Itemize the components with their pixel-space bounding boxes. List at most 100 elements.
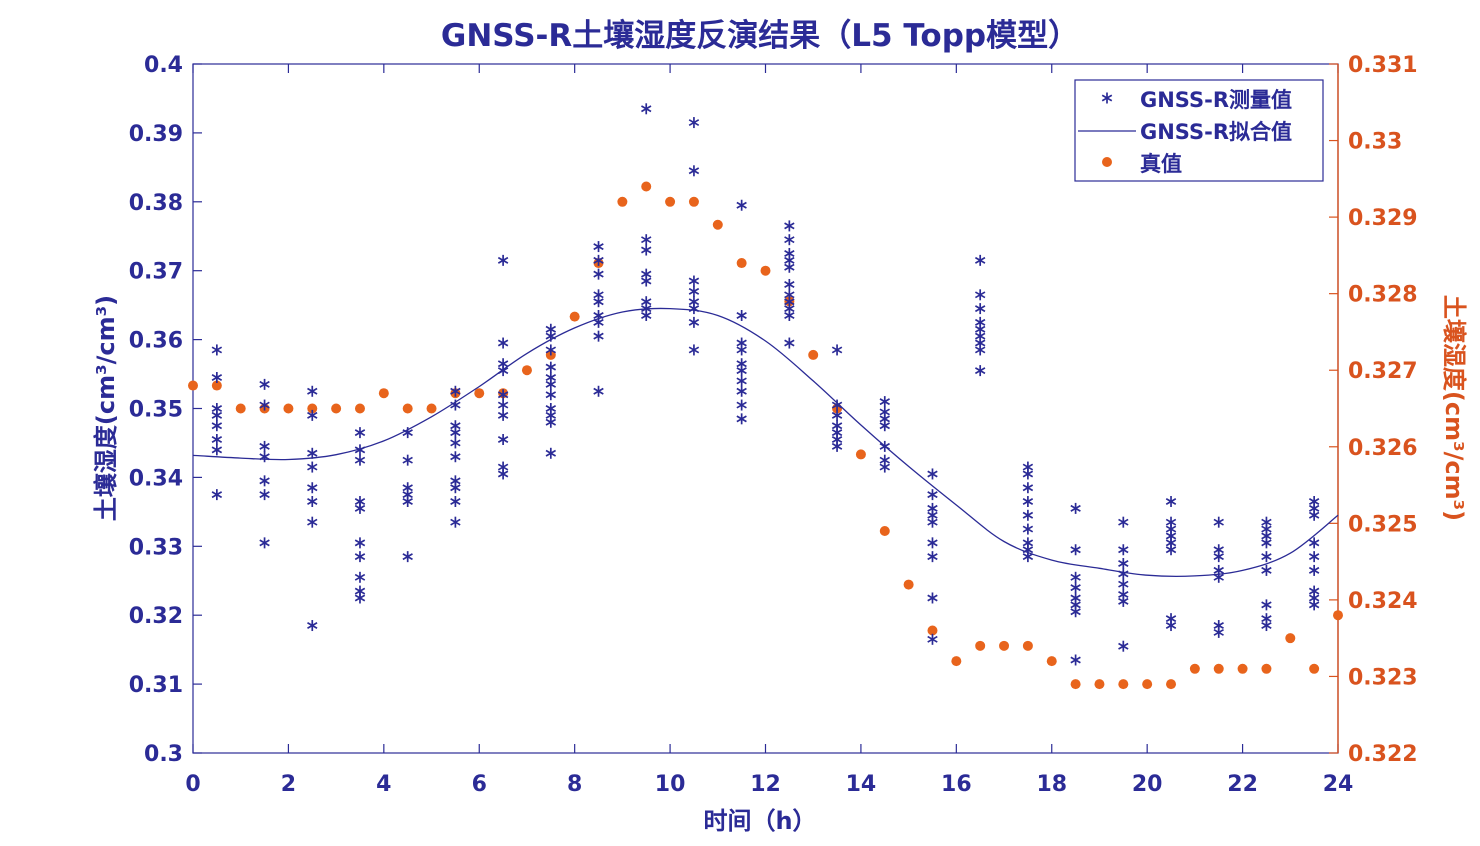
x-tick-label: 24 bbox=[1323, 772, 1354, 797]
measured-point bbox=[737, 310, 747, 321]
measured-point bbox=[594, 241, 604, 252]
measured-point bbox=[403, 551, 413, 562]
measured-point bbox=[1119, 596, 1129, 607]
measured-point bbox=[1119, 641, 1129, 652]
measured-point bbox=[975, 365, 985, 376]
right-y-tick-label: 0.329 bbox=[1348, 206, 1418, 231]
measured-point bbox=[594, 269, 604, 280]
measured-point bbox=[594, 331, 604, 342]
truth-point bbox=[856, 449, 866, 459]
left-y-axis: 0.3 0.31 0.32 0.33 0.34 0.35 0.36 0.37 0.38 0.39 0… bbox=[129, 53, 202, 767]
measured-point bbox=[1262, 565, 1272, 576]
measured-point bbox=[498, 338, 508, 349]
measured-point bbox=[1119, 558, 1129, 569]
measured-point bbox=[403, 427, 413, 438]
measured-point bbox=[1023, 482, 1033, 493]
measured-point bbox=[1023, 468, 1033, 479]
truth-point bbox=[713, 220, 723, 230]
left-y-tick-label: 0.38 bbox=[129, 191, 183, 216]
truth-point bbox=[1071, 679, 1081, 689]
truth-point bbox=[665, 197, 675, 207]
left-y-tick-label: 0.4 bbox=[144, 53, 183, 78]
x-axis-label: 时间（h） bbox=[703, 807, 816, 835]
measured-point bbox=[928, 634, 938, 645]
measured-point bbox=[403, 455, 413, 466]
truth-point bbox=[236, 404, 246, 414]
measured-point bbox=[1023, 510, 1033, 521]
measured-point bbox=[928, 468, 938, 479]
truth-point bbox=[379, 388, 389, 398]
right-y-tick-label: 0.327 bbox=[1348, 359, 1418, 384]
measured-point bbox=[355, 503, 365, 514]
measured-point bbox=[975, 344, 985, 355]
measured-point bbox=[737, 365, 747, 376]
measured-point bbox=[928, 489, 938, 500]
measured-point bbox=[689, 117, 699, 128]
x-tick-label: 22 bbox=[1227, 772, 1258, 797]
measured-point bbox=[928, 537, 938, 548]
measured-point bbox=[451, 427, 461, 438]
right-y-tick-label: 0.322 bbox=[1348, 742, 1418, 767]
measured-point bbox=[260, 379, 270, 390]
legend: GNSS-R测量值 GNSS-R拟合值 真值 bbox=[1075, 80, 1323, 181]
measured-point bbox=[928, 592, 938, 603]
legend-truth-label: 真值 bbox=[1140, 152, 1182, 176]
x-tick-label: 6 bbox=[472, 772, 487, 797]
measured-point bbox=[260, 537, 270, 548]
truth-point bbox=[1047, 656, 1057, 666]
measured-point bbox=[1023, 524, 1033, 535]
left-y-tick-label: 0.37 bbox=[129, 260, 183, 285]
measured-point bbox=[785, 220, 795, 231]
truth-point bbox=[999, 641, 1009, 651]
left-y-tick-label: 0.32 bbox=[129, 604, 183, 629]
measured-point bbox=[737, 200, 747, 211]
truth-point bbox=[1166, 679, 1176, 689]
measured-point bbox=[1309, 599, 1319, 610]
truth-point bbox=[403, 404, 413, 414]
measured-point bbox=[1262, 537, 1272, 548]
measured-point bbox=[1071, 582, 1081, 593]
measured-point bbox=[212, 489, 222, 500]
measured-point bbox=[737, 413, 747, 424]
right-y-axis: 0.322 0.323 0.324 0.325 0.326 0.327 0.328 0.329… bbox=[1329, 53, 1418, 767]
truth-point bbox=[689, 197, 699, 207]
measured-point bbox=[785, 234, 795, 245]
truth-point bbox=[761, 266, 771, 276]
measured-point bbox=[451, 400, 461, 411]
measured-point bbox=[1262, 599, 1272, 610]
x-tick-label: 8 bbox=[567, 772, 582, 797]
left-y-tick-label: 0.3 bbox=[144, 742, 183, 767]
measured-point bbox=[1119, 517, 1129, 528]
measured-point bbox=[451, 437, 461, 448]
truth-point bbox=[1094, 679, 1104, 689]
measured-point bbox=[307, 620, 317, 631]
measured-point bbox=[641, 234, 651, 245]
left-y-axis-label: 土壤湿度(cm³/cm³) bbox=[92, 295, 120, 521]
measured-point bbox=[785, 279, 795, 290]
measured-point bbox=[498, 410, 508, 421]
measured-point bbox=[689, 303, 699, 314]
measured-point bbox=[1214, 517, 1224, 528]
measured-point bbox=[1214, 551, 1224, 562]
measured-point bbox=[260, 451, 270, 462]
measured-point bbox=[403, 496, 413, 507]
left-y-tick-label: 0.35 bbox=[129, 398, 183, 423]
measured-point bbox=[307, 462, 317, 473]
legend-measured-label: GNSS-R测量值 bbox=[1140, 88, 1292, 112]
truth-point bbox=[1214, 664, 1224, 674]
measured-point bbox=[212, 434, 222, 445]
measured-point bbox=[689, 317, 699, 328]
measured-point bbox=[689, 276, 699, 287]
truth-point bbox=[1261, 664, 1271, 674]
legend-truth-marker bbox=[1102, 157, 1112, 167]
measured-point bbox=[307, 517, 317, 528]
truth-point bbox=[1190, 664, 1200, 674]
measured-point bbox=[641, 245, 651, 256]
right-y-tick-label: 0.324 bbox=[1348, 589, 1418, 614]
measured-point bbox=[689, 165, 699, 176]
right-y-axis-label: 土壤湿度(cm³/cm³) bbox=[1440, 295, 1468, 521]
measured-point bbox=[1166, 496, 1176, 507]
measured-point bbox=[641, 276, 651, 287]
truth-point bbox=[331, 404, 341, 414]
